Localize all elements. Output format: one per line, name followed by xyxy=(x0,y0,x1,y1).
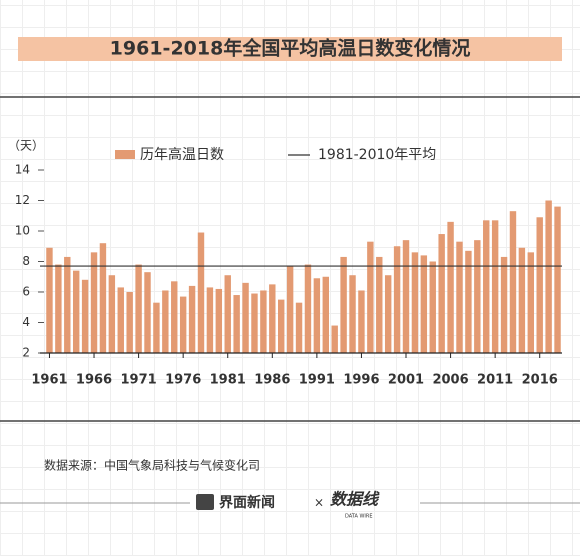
bar xyxy=(215,288,223,353)
partner: 数据线 xyxy=(330,490,380,509)
x-tick-label: 1991 xyxy=(299,373,335,388)
bar xyxy=(171,281,178,353)
bar xyxy=(90,252,98,353)
y-tick-label: 2 xyxy=(22,346,30,360)
x-tick-label: 1976 xyxy=(165,373,201,388)
title-bar xyxy=(18,37,562,61)
brand-icon xyxy=(196,494,214,510)
bar xyxy=(411,252,419,353)
bar xyxy=(135,264,142,353)
x-tick-label: 2006 xyxy=(432,373,468,388)
x-tick-label: 2001 xyxy=(388,373,424,388)
bar xyxy=(144,272,151,353)
bar xyxy=(393,246,401,353)
bar xyxy=(500,256,508,353)
bar xyxy=(545,200,552,353)
x-tick-label: 1966 xyxy=(76,373,112,388)
bar xyxy=(322,276,329,353)
bar xyxy=(554,206,561,353)
bar xyxy=(197,232,205,353)
bar xyxy=(126,292,133,353)
bar xyxy=(331,325,338,353)
x-tick-label: 1996 xyxy=(343,373,379,388)
bar xyxy=(117,287,124,353)
bar xyxy=(367,241,374,353)
bar xyxy=(376,256,383,353)
bar xyxy=(188,285,196,353)
y-tick-label: 4 xyxy=(22,315,30,329)
legend-label: 历年高温日数 xyxy=(140,146,224,163)
bar xyxy=(72,270,80,353)
bar xyxy=(179,296,187,353)
y-tick-label: 12 xyxy=(15,193,30,207)
bar xyxy=(474,240,481,353)
bar xyxy=(438,234,445,353)
x-tick-label: 1971 xyxy=(121,373,157,388)
bar xyxy=(420,255,428,353)
bar xyxy=(313,278,321,353)
x-tick-label: 1986 xyxy=(254,373,290,388)
bar xyxy=(260,290,267,353)
x-tick-label: 1961 xyxy=(31,373,67,388)
bar xyxy=(64,256,71,353)
bar xyxy=(108,275,116,353)
y-unit: （天） xyxy=(8,139,44,153)
y-tick-label: 8 xyxy=(22,254,30,268)
bar xyxy=(206,287,214,353)
brand: 界面新闻 xyxy=(219,494,275,511)
bar xyxy=(269,284,276,353)
y-tick-label: 10 xyxy=(15,224,30,238)
bar xyxy=(99,243,107,353)
bar xyxy=(465,250,472,353)
bar xyxy=(55,264,62,353)
bar xyxy=(447,221,454,353)
bar xyxy=(233,295,240,353)
bar xyxy=(251,293,258,353)
bar xyxy=(518,247,526,353)
bar xyxy=(358,290,365,353)
x-tick-label: 2016 xyxy=(522,373,558,388)
legend-swatch xyxy=(115,150,135,159)
bar xyxy=(384,275,392,353)
y-tick-label: 6 xyxy=(22,285,30,299)
bar xyxy=(162,290,169,353)
bar xyxy=(429,261,436,353)
x-tick-label: 1981 xyxy=(210,373,246,388)
bar xyxy=(242,282,249,353)
bar xyxy=(402,240,410,353)
bar xyxy=(46,247,53,353)
bar xyxy=(527,252,535,353)
bar xyxy=(340,256,347,353)
bar xyxy=(295,302,303,353)
bar xyxy=(509,211,517,353)
bar xyxy=(491,220,499,353)
x-tick-label: 2011 xyxy=(477,373,513,388)
separator: × xyxy=(314,496,324,510)
source: 数据来源：中国气象局科技与气候变化司 xyxy=(44,458,260,473)
bar xyxy=(81,279,89,353)
bar xyxy=(536,217,543,353)
bar xyxy=(456,241,463,353)
partner-en: DATA WIRE xyxy=(345,514,373,520)
bar xyxy=(304,264,312,353)
bar xyxy=(224,275,231,353)
bar xyxy=(483,220,490,353)
chart-title: 1961-2018年全国平均高温日数变化情况 xyxy=(110,37,471,60)
bar xyxy=(286,266,294,353)
legend-label: 1981-2010年平均 xyxy=(318,147,436,163)
y-tick-label: 14 xyxy=(15,163,30,177)
bar xyxy=(278,299,285,353)
bar xyxy=(153,302,160,353)
bar xyxy=(349,275,356,353)
